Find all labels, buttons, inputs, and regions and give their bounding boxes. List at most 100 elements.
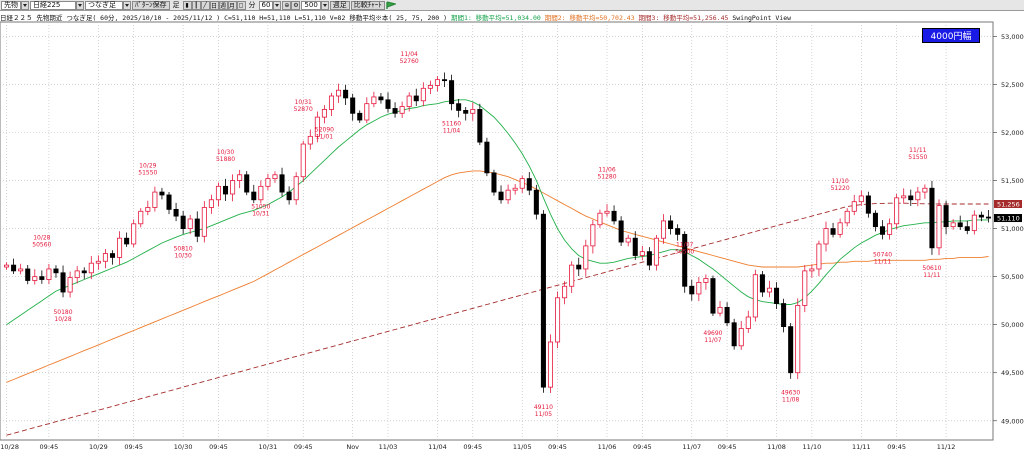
candle-down [724,306,730,324]
view-name: SwingPoint View [732,14,792,22]
candle-up [795,305,801,374]
symbol-dropdown-icon[interactable] [76,0,84,10]
candle-up [88,262,94,274]
x-tick-label: 09:45 [209,443,228,451]
x-tick-label: 09:45 [40,443,59,451]
candle-up [201,207,207,237]
y-tick-label: 49,500 [1001,369,1024,377]
candle-down [60,272,66,293]
y-tick-label: 49,000 [1001,417,1024,425]
x-tick-label: 11/06 [598,443,617,451]
swing-label-bottom: 52870 [294,106,313,113]
period-count-dropdown-icon[interactable] [320,0,329,10]
y-tick-label: 53,000 [1001,33,1024,41]
swing-label-bottom: 11/08 [782,397,799,404]
candle-up [823,228,829,245]
candle-up [887,223,893,235]
candle-up [696,282,702,295]
candle-down [378,96,384,101]
ma-long-line [6,202,989,436]
swing-label-bottom: 10/30 [174,253,191,260]
candle-up [816,243,822,270]
candle-up [915,191,921,201]
plot-area [0,21,994,441]
candle-up [858,195,864,203]
x-tick-label: 11/04 [428,443,447,451]
pattern-save-button[interactable]: ﾊﾟﾀｰﾝ保存 [132,0,170,10]
compare-chart-button[interactable]: 比較ﾁｬｰﾄ [350,0,385,10]
swing-label-top: 49690 [703,330,722,337]
swing-label-top: 11/11 [909,147,926,154]
candle-up [187,218,193,229]
range-badge: 4000円幅 [922,28,980,43]
day-icon[interactable]: 日 [209,0,219,10]
candle-down [788,326,794,374]
candle-down [957,222,963,228]
line-type-icon[interactable]: ╱ [200,0,210,10]
week-icon[interactable]: 週 [218,0,228,10]
candle-up [18,268,24,272]
bar-type-icon[interactable]: ┃ [191,0,201,10]
candle-up [512,187,518,191]
candle-up [844,210,850,224]
weekly-button[interactable]: 週足 [329,0,350,10]
swing-label-bottom: 11/05 [535,411,552,418]
candle-down [491,172,497,193]
candle-up [95,260,101,264]
candle-down [392,108,398,114]
bar-count-dropdown-icon[interactable] [273,0,282,10]
candle-down [166,194,172,210]
ma-short-line [6,99,989,326]
x-tick-label: 09:45 [463,443,482,451]
contract-dropdown-icon[interactable] [123,0,131,10]
x-tick-label: 10/30 [174,443,193,451]
candle-up [74,270,80,279]
candle-down [441,79,448,82]
y-tick-label: 52,500 [1001,81,1024,89]
candle-up [131,223,137,245]
x-tick-label: 11/11 [852,443,871,451]
candle-up [894,197,900,225]
bar-count-input[interactable]: 60 [258,0,274,10]
x-tick-label: Nov [346,443,359,451]
info-bar: 日経２２５ 先物期近 つなぎ足( 60分, 2025/10/10 - 2025/… [0,12,900,22]
candle-type-icon[interactable]: ▮ [182,0,192,10]
settings-icon[interactable]: ⚙ [291,0,301,10]
candle-up [738,328,744,347]
bar-label: 足 [172,1,180,9]
zoom-icon[interactable]: ⊕ [282,0,292,10]
contract-select[interactable]: つなぎ足 [85,0,123,10]
swing-label-bottom: 11/11 [923,272,940,279]
flag-icon[interactable] [386,0,396,10]
symbol-select[interactable]: 日経225 [30,0,76,10]
candle-down [668,220,674,229]
swing-label-bottom: 11/04 [443,128,460,135]
candle-down [611,210,617,222]
period-count-input[interactable]: 500 [301,0,321,10]
candle-up [766,287,772,293]
candle-up [597,212,603,226]
market-dropdown-icon[interactable] [21,0,29,10]
swing-label-top: 49110 [534,404,553,411]
candle-down [159,191,165,196]
minute-icon[interactable]: ◻ [236,0,246,10]
candle-down [632,237,638,256]
candle-down [279,174,285,193]
candle-down [251,191,257,201]
market-select[interactable]: 先物 [1,0,21,10]
candle-up [293,176,299,201]
candle-up [230,180,236,195]
candle-down [710,278,716,314]
candle-up [547,341,554,388]
candle-up [470,109,476,114]
candle-up [300,143,306,178]
swing-label-bottom: 11/01 [316,133,333,140]
month-icon[interactable]: 月 [227,0,237,10]
candle-up [427,85,433,89]
candle-down [872,212,878,228]
candle-down [498,191,504,201]
swing-label-bottom: 51880 [216,156,235,163]
candle-down [675,228,681,235]
swing-label-top: 10/31 [295,99,312,106]
